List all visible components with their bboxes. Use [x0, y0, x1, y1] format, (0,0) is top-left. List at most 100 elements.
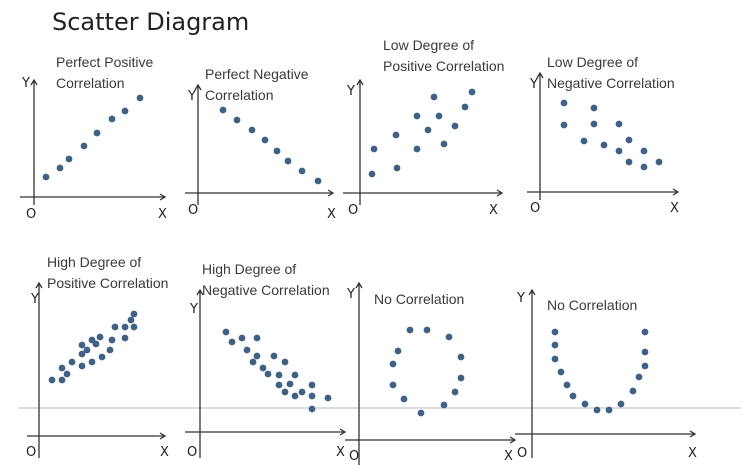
- data-point: [445, 333, 453, 341]
- data-point: [629, 387, 637, 395]
- data-point: [284, 157, 292, 165]
- data-point: [451, 388, 459, 396]
- x-axis-label: X: [489, 203, 498, 218]
- data-point: [233, 116, 241, 124]
- scatter-panel: High Degree of Negative Correlation Y O X: [185, 261, 347, 460]
- x-axis: [27, 432, 167, 440]
- y-axis: [528, 288, 536, 458]
- panel-title: Positive Correlation: [47, 275, 168, 291]
- data-point: [291, 392, 299, 400]
- data-point: [96, 333, 104, 341]
- data-point: [228, 338, 236, 346]
- x-axis: [20, 193, 167, 201]
- data-point: [108, 115, 116, 123]
- data-point: [281, 388, 289, 396]
- data-point: [557, 368, 565, 376]
- data-point: [249, 358, 257, 366]
- data-point: [569, 392, 577, 400]
- panel-title: Low Degree of: [547, 54, 638, 70]
- scatter-panel: Perfect Positive Correlation Y O X: [20, 54, 167, 222]
- data-point: [42, 173, 50, 181]
- data-point: [640, 147, 648, 155]
- data-point: [413, 145, 421, 153]
- data-point: [314, 177, 322, 185]
- origin-label: O: [348, 203, 358, 218]
- data-point: [308, 405, 316, 413]
- y-axis-label: Y: [21, 76, 30, 91]
- data-point: [394, 347, 402, 355]
- data-point: [68, 358, 76, 366]
- panel-title: Low Degree of: [383, 37, 474, 53]
- data-point: [130, 310, 138, 318]
- y-axis-label: Y: [189, 302, 198, 317]
- data-point: [106, 346, 114, 354]
- y-axis-label: Y: [529, 77, 538, 92]
- data-point: [83, 346, 91, 354]
- panel-title: Perfect Negative: [205, 66, 309, 82]
- data-point: [430, 93, 438, 101]
- data-point: [222, 328, 230, 336]
- origin-label: O: [349, 449, 359, 464]
- data-point: [635, 373, 643, 381]
- origin-label: O: [517, 446, 527, 461]
- data-point: [308, 381, 316, 389]
- panel-title: Correlation: [56, 75, 124, 91]
- data-point: [65, 155, 73, 163]
- data-point: [563, 381, 571, 389]
- data-point: [590, 120, 598, 128]
- data-point: [121, 323, 129, 331]
- scatter-panel: Perfect Negative Correlation Y O X: [185, 66, 336, 222]
- y-axis: [356, 78, 364, 205]
- panel-title: High Degree of: [202, 261, 296, 277]
- data-point: [270, 352, 278, 360]
- data-point: [400, 395, 408, 403]
- data-point: [368, 170, 376, 178]
- data-point: [461, 103, 469, 111]
- data-point: [261, 136, 269, 144]
- data-point: [78, 350, 86, 358]
- data-point: [457, 353, 465, 361]
- data-point: [625, 158, 633, 166]
- data-point: [457, 374, 465, 382]
- data-point: [93, 129, 101, 137]
- data-point: [324, 394, 332, 402]
- data-point: [423, 326, 431, 334]
- y-axis: [355, 281, 363, 465]
- scatter-panel: High Degree of Positive Correlation Y O X: [26, 254, 169, 460]
- y-axis: [536, 71, 544, 200]
- x-axis-label: X: [327, 207, 336, 222]
- y-axis-label: Y: [346, 84, 355, 99]
- panel-title: High Degree of: [47, 254, 141, 270]
- panel-title: Negative Correlation: [547, 75, 675, 91]
- data-point: [417, 409, 425, 417]
- x-axis-label: X: [158, 207, 167, 222]
- data-point: [259, 364, 267, 372]
- data-point: [617, 400, 625, 408]
- data-point: [281, 358, 289, 366]
- x-axis-label: X: [160, 445, 169, 460]
- data-point: [238, 334, 246, 342]
- data-point: [136, 94, 144, 102]
- data-point: [308, 392, 316, 400]
- data-point: [590, 104, 598, 112]
- data-point: [80, 142, 88, 150]
- data-point: [581, 400, 589, 408]
- panel-title: Perfect Positive: [56, 54, 153, 70]
- x-axis: [345, 436, 517, 444]
- data-point: [78, 362, 86, 370]
- x-axis-label: X: [336, 445, 345, 460]
- x-axis: [343, 189, 504, 197]
- y-axis: [35, 281, 43, 458]
- data-point: [440, 140, 448, 148]
- data-point: [98, 353, 106, 361]
- data-point: [393, 164, 401, 172]
- data-point: [560, 121, 568, 129]
- diagram-title: Scatter Diagram: [52, 8, 249, 36]
- data-point: [451, 122, 459, 130]
- data-point: [78, 341, 86, 349]
- origin-label: O: [187, 445, 197, 460]
- data-point: [273, 147, 281, 155]
- y-axis-label: Y: [30, 292, 39, 307]
- data-point: [111, 323, 119, 331]
